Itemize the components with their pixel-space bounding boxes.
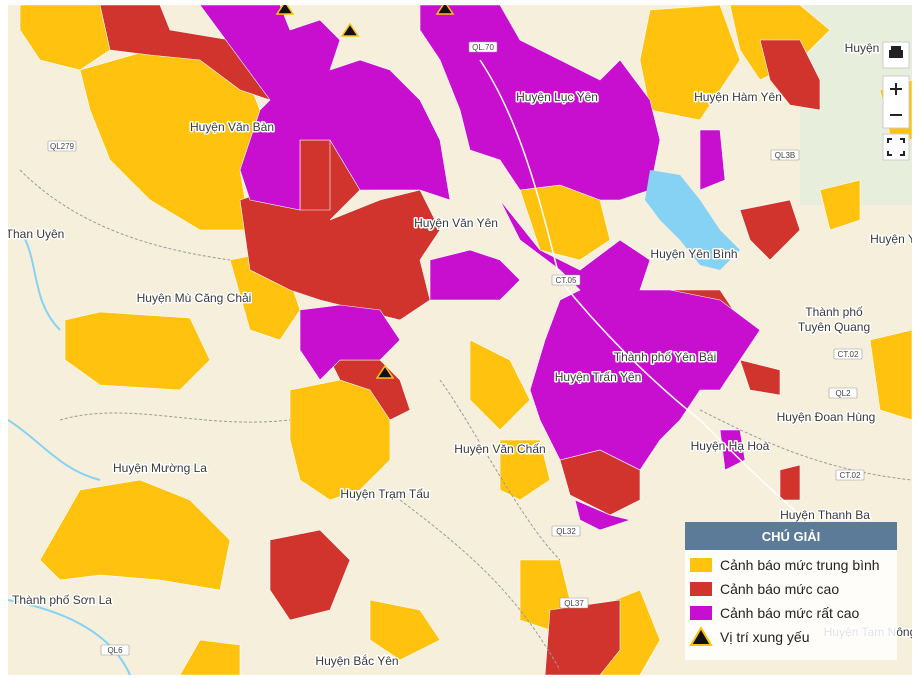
place-label: Huyện Văn Yên [414,216,498,230]
place-label: Huyện Mường La [113,461,207,475]
place-label: Huyện [845,41,880,55]
place-label: Huyện Văn Chấn [454,442,545,456]
road-label: CT.02 [840,471,861,480]
road-shield [551,525,581,537]
road-label: CT.05 [556,276,577,285]
road-shield [100,644,130,656]
road-label: CT.02 [838,350,859,359]
legend-icon [689,626,713,646]
map-view[interactable]: Huyện Văn Bàn Huyện Lục Yên Huyện Hàm Yên H… [6,2,917,675]
legend-swatch [690,558,712,572]
print-icon-top [891,46,901,51]
regions [19,5,912,675]
road-label: QL6 [107,646,123,655]
legend-title: CHÚ GIẢI [762,529,821,544]
place-label: Huyện Thanh Ba [780,508,870,522]
map-controls [882,41,910,161]
place-label: Huyện Bắc Yên [315,653,398,668]
road-shield [833,348,863,360]
legend-label: Vị trí xung yếu [720,629,810,645]
road-label: QL3B [775,151,795,160]
lake [645,170,740,270]
place-label: Thành phố [805,305,863,319]
road [479,59,831,541]
place-label: Thành phố Yên Bái [614,350,717,364]
road-shield [828,387,858,399]
place-label: Huyện Lục Yên [516,90,598,104]
place-label: Huyện Đoan Hùng [777,410,876,424]
fullscreen-icon [887,138,905,156]
place-label: Huyện Mù Căng Chải [137,291,252,305]
river [8,229,131,675]
zoom-in-button[interactable] [890,83,902,95]
place-label: Than Uyên [6,227,65,241]
road-shield [47,140,77,152]
legend-label: Cảnh báo mức rất cao [720,605,860,621]
road-label: QL32 [556,527,576,536]
legend-swatch [690,606,712,620]
place-label: Huyện Trấn Yên [555,370,642,384]
road-shield [770,149,800,161]
legend-label: Cảnh báo mức cao [720,581,839,597]
place-label: Tuyên Quang [798,320,870,334]
legend-swatch [690,582,712,596]
road-label: QL2 [835,389,851,398]
fullscreen-button[interactable] [882,133,910,161]
place-label: Huyện Hàm Yên [694,90,782,104]
road-label: QL37 [564,599,584,608]
road-shield [559,597,589,609]
place-label: Huyện Y [870,232,916,246]
print-icon [889,50,903,58]
road-label: QL279 [50,142,75,151]
district-border [19,169,912,671]
place-label: Thành phố Sơn La [12,593,112,607]
legend-label: Cảnh báo mức trung bình [720,557,880,573]
legend-header [685,522,897,550]
road-shield [468,41,498,53]
place-label: Huyện Trạm Tấu [340,487,429,501]
road-label: QL.70 [472,43,494,52]
road-shield [551,274,581,286]
weak-points [275,5,455,379]
legend: CHÚ GIẢI Cảnh báo mức trung bình Cảnh báo… [685,522,897,660]
place-label: Huyện Yên Bình [650,247,737,261]
road-shield [835,469,865,481]
place-label: Huyện Văn Bàn [190,120,274,134]
place-label: Huyện Hạ Hoà [691,439,770,453]
